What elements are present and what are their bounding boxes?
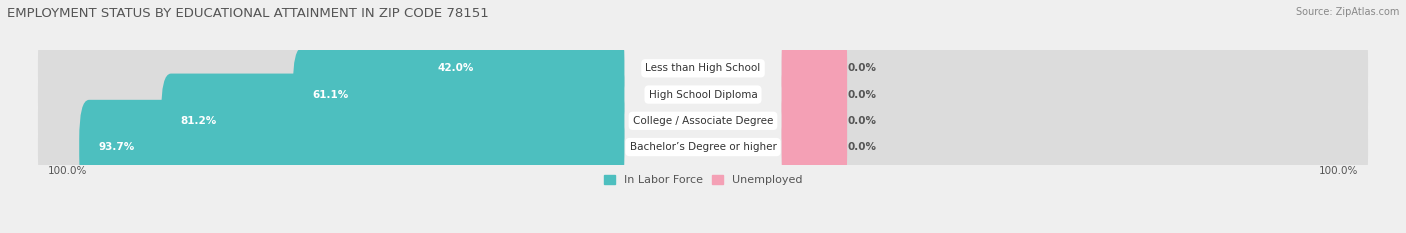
- Text: Bachelor’s Degree or higher: Bachelor’s Degree or higher: [630, 142, 776, 152]
- Text: 0.0%: 0.0%: [848, 142, 876, 152]
- FancyBboxPatch shape: [292, 47, 624, 142]
- Text: 100.0%: 100.0%: [48, 166, 87, 176]
- Text: EMPLOYMENT STATUS BY EDUCATIONAL ATTAINMENT IN ZIP CODE 78151: EMPLOYMENT STATUS BY EDUCATIONAL ATTAINM…: [7, 7, 489, 20]
- FancyBboxPatch shape: [782, 100, 1368, 194]
- FancyBboxPatch shape: [782, 47, 848, 142]
- FancyBboxPatch shape: [782, 74, 848, 168]
- Text: College / Associate Degree: College / Associate Degree: [633, 116, 773, 126]
- FancyBboxPatch shape: [38, 47, 624, 142]
- Text: 0.0%: 0.0%: [848, 89, 876, 99]
- Text: High School Diploma: High School Diploma: [648, 89, 758, 99]
- FancyBboxPatch shape: [162, 74, 624, 168]
- FancyBboxPatch shape: [38, 21, 624, 116]
- FancyBboxPatch shape: [782, 21, 848, 116]
- FancyBboxPatch shape: [782, 47, 1368, 142]
- Text: 81.2%: 81.2%: [181, 116, 217, 126]
- Legend: In Labor Force, Unemployed: In Labor Force, Unemployed: [603, 175, 803, 185]
- Text: 61.1%: 61.1%: [312, 89, 349, 99]
- FancyBboxPatch shape: [38, 74, 624, 168]
- FancyBboxPatch shape: [38, 100, 624, 194]
- Text: 0.0%: 0.0%: [848, 116, 876, 126]
- Text: 42.0%: 42.0%: [437, 63, 474, 73]
- Text: 0.0%: 0.0%: [848, 63, 876, 73]
- FancyBboxPatch shape: [782, 100, 848, 194]
- Text: 100.0%: 100.0%: [1319, 166, 1358, 176]
- Text: Source: ZipAtlas.com: Source: ZipAtlas.com: [1295, 7, 1399, 17]
- FancyBboxPatch shape: [418, 21, 624, 116]
- FancyBboxPatch shape: [782, 74, 1368, 168]
- Text: Less than High School: Less than High School: [645, 63, 761, 73]
- FancyBboxPatch shape: [79, 100, 624, 194]
- FancyBboxPatch shape: [782, 21, 1368, 116]
- Text: 93.7%: 93.7%: [98, 142, 135, 152]
